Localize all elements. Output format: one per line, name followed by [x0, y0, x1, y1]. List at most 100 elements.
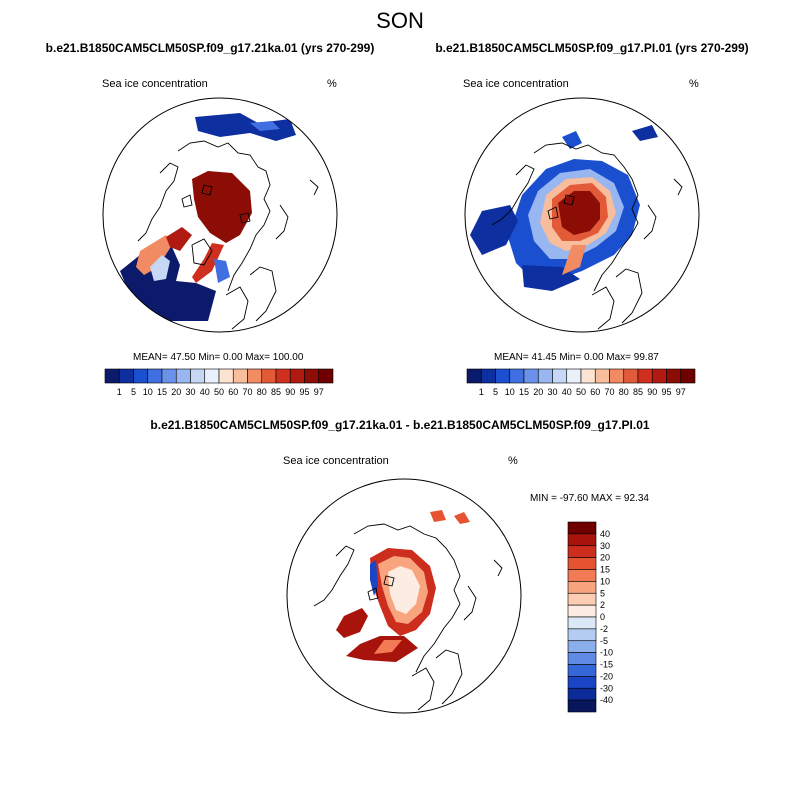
- right-colorbar-box: [651, 368, 667, 384]
- left-colorbar-label: 50: [214, 387, 224, 397]
- diff-colorbar-box: [567, 581, 597, 594]
- diff-colorbar-label: -2: [600, 624, 608, 634]
- left-colorbar-label: 90: [285, 387, 295, 397]
- right-colorbar-labels: 1 5 10 15 20 30 40 50 60 70 80 85 90 95 97: [479, 387, 686, 397]
- right-colorbar-label: 20: [533, 387, 543, 397]
- right-colorbar-label: 15: [519, 387, 529, 397]
- left-polar-map: [102, 97, 338, 333]
- right-colorbar-label: 95: [661, 387, 671, 397]
- diff-colorbar-label: 5: [600, 588, 605, 598]
- diff-colorbar-box: [567, 545, 597, 558]
- right-colorbar-box: [623, 368, 639, 384]
- right-colorbar-box: [466, 368, 482, 384]
- left-colorbar-box: [118, 368, 134, 384]
- diff-colorbar-box: [567, 533, 597, 547]
- left-stats: MEAN= 47.50 Min= 0.00 Max= 100.00: [133, 352, 304, 363]
- right-colorbar-label: 60: [590, 387, 600, 397]
- right-colorbar-label: 90: [647, 387, 657, 397]
- right-colorbar-box: [537, 368, 553, 384]
- right-colorbar-box: [566, 368, 582, 384]
- right-colorbar-label: 70: [604, 387, 614, 397]
- diff-colorbar-box: [567, 604, 597, 618]
- figure-title: SON: [376, 8, 424, 33]
- right-stats: MEAN= 41.45 Min= 0.00 Max= 99.87: [494, 352, 659, 363]
- diff-colorbar-box: [567, 652, 597, 665]
- diff-colorbar-label: 40: [600, 529, 610, 539]
- left-colorbar-labels: 1 5 10 15 20 30 40 50 60 70 80 85 90 95 97: [117, 387, 324, 397]
- diff-colorbar-label: 30: [600, 541, 610, 551]
- diff-colorbar-box: [567, 521, 597, 535]
- diff-colorbar-box: [567, 664, 597, 677]
- left-colorbar-box: [318, 368, 334, 384]
- left-colorbar-label: 80: [257, 387, 267, 397]
- right-colorbar-label: 1: [479, 387, 484, 397]
- right-colorbar-box: [680, 368, 696, 384]
- left-colorbar-label: 97: [314, 387, 324, 397]
- left-colorbar-box: [289, 368, 305, 384]
- right-colorbar-label: 40: [562, 387, 572, 397]
- left-colorbar-box: [175, 368, 191, 384]
- diff-colorbar-label: -10: [600, 648, 613, 658]
- left-colorbar-label: 70: [242, 387, 252, 397]
- diff-colorbar-label: -5: [600, 636, 608, 646]
- left-colorbar-box: [261, 368, 277, 384]
- diff-colorbar-label: 20: [600, 553, 610, 563]
- diff-colorbar-label: 15: [600, 565, 610, 575]
- left-colorbar-box: [304, 368, 320, 384]
- left-colorbar-box: [275, 368, 291, 384]
- left-colorbar-label: 1: [117, 387, 122, 397]
- diff-colorbar-box: [567, 616, 597, 630]
- diff-colorbar-box: [567, 592, 597, 606]
- diff-variable-label: Sea ice concentration: [283, 455, 389, 467]
- right-variable-label: Sea ice concentration: [463, 78, 569, 90]
- right-units-label: %: [689, 78, 699, 90]
- diff-colorbar-box: [567, 569, 597, 582]
- diff-case-title: b.e21.B1850CAM5CLM50SP.f09_g17.21ka.01 -…: [150, 418, 650, 432]
- diff-colorbar-boxes: [567, 521, 597, 713]
- right-colorbar-label: 5: [493, 387, 498, 397]
- right-case-title: b.e21.B1850CAM5CLM50SP.f09_g17.PI.01 (yr…: [435, 41, 749, 55]
- right-colorbar-box: [609, 368, 625, 384]
- right-arctic-ice: [558, 191, 600, 235]
- right-colorbar-label: 50: [576, 387, 586, 397]
- diff-colorbar-box: [567, 676, 597, 689]
- left-colorbar-label: 60: [228, 387, 238, 397]
- diff-stats: MIN = -97.60 MAX = 92.34: [530, 493, 649, 504]
- diff-colorbar-box: [567, 687, 597, 701]
- diff-polar-map: [286, 478, 522, 714]
- right-colorbar-label: 80: [619, 387, 629, 397]
- left-colorbar-boxes: [104, 368, 334, 384]
- left-colorbar-box: [190, 368, 206, 384]
- left-colorbar-box: [133, 368, 149, 384]
- diff-colorbar-label: -15: [600, 660, 613, 670]
- diff-colorbar-box: [567, 557, 597, 570]
- left-colorbar-label: 30: [185, 387, 195, 397]
- left-colorbar-box: [218, 368, 234, 384]
- left-colorbar-label: 10: [143, 387, 153, 397]
- diff-colorbar-label: 10: [600, 576, 610, 586]
- left-colorbar-box: [147, 368, 163, 384]
- right-colorbar-box: [523, 368, 539, 384]
- left-arctic-ice: [192, 171, 252, 243]
- right-colorbar-box: [509, 368, 525, 384]
- right-colorbar-box: [594, 368, 610, 384]
- left-colorbar-label: 5: [131, 387, 136, 397]
- right-colorbar-box: [637, 368, 653, 384]
- right-colorbar-label: 10: [505, 387, 515, 397]
- left-colorbar-box: [161, 368, 177, 384]
- left-colorbar-box: [104, 368, 120, 384]
- right-colorbar-boxes: [466, 368, 696, 384]
- diff-units-label: %: [508, 455, 518, 467]
- right-colorbar-label: 85: [633, 387, 643, 397]
- left-colorbar-box: [247, 368, 263, 384]
- diff-colorbar-label: -30: [600, 683, 613, 693]
- diff-colorbar-label: -40: [600, 695, 613, 705]
- left-colorbar-label: 40: [200, 387, 210, 397]
- right-colorbar: 1 5 10 15 20 30 40 50 60 70 80 85 90 95 97: [466, 368, 696, 397]
- left-case-title: b.e21.B1850CAM5CLM50SP.f09_g17.21ka.01 (…: [45, 41, 375, 55]
- diff-colorbar-box: [567, 628, 597, 642]
- left-colorbar-box: [204, 368, 220, 384]
- left-colorbar-label: 85: [271, 387, 281, 397]
